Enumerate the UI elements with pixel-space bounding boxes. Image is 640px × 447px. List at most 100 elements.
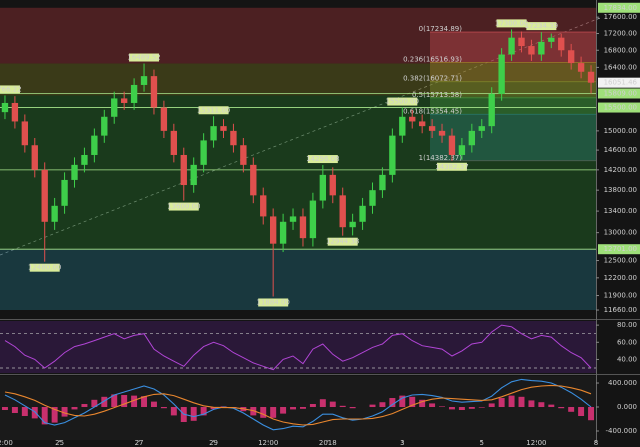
annotation-box [168,202,199,211]
fib-label: 0.236(16516.93) [403,55,462,63]
candle-body [548,37,555,42]
annotation-label: 14296.08 [306,155,339,163]
annotation-box [258,298,289,307]
price-marker-label: 15809.00 [604,90,637,98]
y-tick-label: 400.000 [608,379,637,387]
candle-body [389,135,396,175]
candle-body [319,174,327,201]
candle-body [379,174,386,191]
annotation-box [29,263,60,272]
histogram-bar [31,407,38,419]
histogram-bar [498,398,505,408]
candle-body [150,76,158,108]
candle-body [250,164,257,196]
candle-body [369,190,376,206]
histogram-bar [210,407,217,410]
histogram-bar [528,400,535,408]
x-tick-label: 5 [480,439,484,447]
histogram-bar [568,407,575,412]
x-tick-label: 29 [209,439,218,447]
histogram-bar [508,395,515,408]
histogram-bar [200,407,207,416]
y-tick-label: 13400.00 [604,207,637,215]
histogram-bar [448,407,455,410]
annotation-label: 15766.22 [0,85,22,93]
price-marker [598,2,640,13]
histogram-bar [71,407,78,410]
histogram-bar [141,396,148,408]
annotation-label: 16489.52 [127,54,160,62]
annotation-box [198,106,229,115]
annotation-box [129,53,160,62]
histogram-bar [160,407,167,409]
x-tick-label: 25 [55,439,64,447]
histogram-bar [131,395,138,408]
candle-body [140,76,148,85]
annotation-label: 12480.00 [28,264,61,272]
annotation-box [436,162,467,171]
candle-body [488,93,495,127]
histogram-bar [339,405,346,408]
candle-body [190,164,197,186]
y-tick-label: 60.00 [617,338,637,346]
candle-body [299,216,307,239]
histogram-bar [309,404,316,408]
macd-line [4,384,592,426]
macd-panel [0,376,596,440]
histogram-bar [458,407,465,411]
candle-body [160,107,168,131]
fib-label: 0.618(15354.45) [403,107,462,115]
y-tick-label: 14200.00 [604,166,637,174]
y-tick-label: 12500.00 [604,257,637,265]
candle-body [349,221,356,228]
candle-body [567,50,575,64]
annotation-label: 15500.00 [386,98,419,106]
histogram-bar [270,407,277,418]
annotation-label: 14382.37 [435,163,468,171]
histogram-bar [518,396,525,408]
candle-body [230,130,237,146]
candle-body [200,140,207,165]
annotation-label: 15311.00 [197,106,230,114]
histogram-bar [81,404,88,408]
x-tick-label: 2:00 [0,439,13,447]
candle-body [498,54,505,94]
annotation-label: 17234.39 [525,22,558,30]
candle-body [289,216,297,222]
x-tick-label: 2018 [319,439,337,447]
histogram-bar [290,407,297,410]
candle-body [329,174,336,196]
candle-body [528,46,535,55]
histogram-bar [389,398,396,408]
annotation-box [387,97,418,106]
y-tick-label: 11900.00 [604,292,637,300]
y-tick-label: 17600.00 [604,13,637,21]
y-tick-label: 17200.00 [604,30,637,38]
price-marker-label: 15500.00 [604,104,637,112]
histogram-bar [91,399,98,408]
histogram-bar [329,401,336,408]
candle-body [438,130,446,136]
x-tick-label: 12:00 [258,439,278,447]
candle-body [111,98,118,117]
candle-body [260,195,267,217]
fib-band [430,114,596,161]
candle-body [81,154,88,165]
histogram-bar [101,396,108,408]
y-tick-label: 16800.00 [604,46,637,54]
macd-line [4,378,592,431]
y-tick-label: 12200.00 [604,274,637,282]
candle-body [399,116,406,136]
y-tick-label: 11660.00 [604,306,637,314]
annotation-label: 17300.00 [495,19,528,27]
histogram-bar [41,407,48,425]
fib-label: 0.382(16072.71) [403,75,462,83]
candle-body [468,130,476,146]
histogram-bar [578,407,585,417]
y-tick-label: 15000.00 [604,127,637,135]
candle-body [508,37,515,55]
y-tick-label: 16400.00 [604,63,637,71]
price-zone [0,63,596,96]
y-tick-label: 14600.00 [604,146,637,154]
